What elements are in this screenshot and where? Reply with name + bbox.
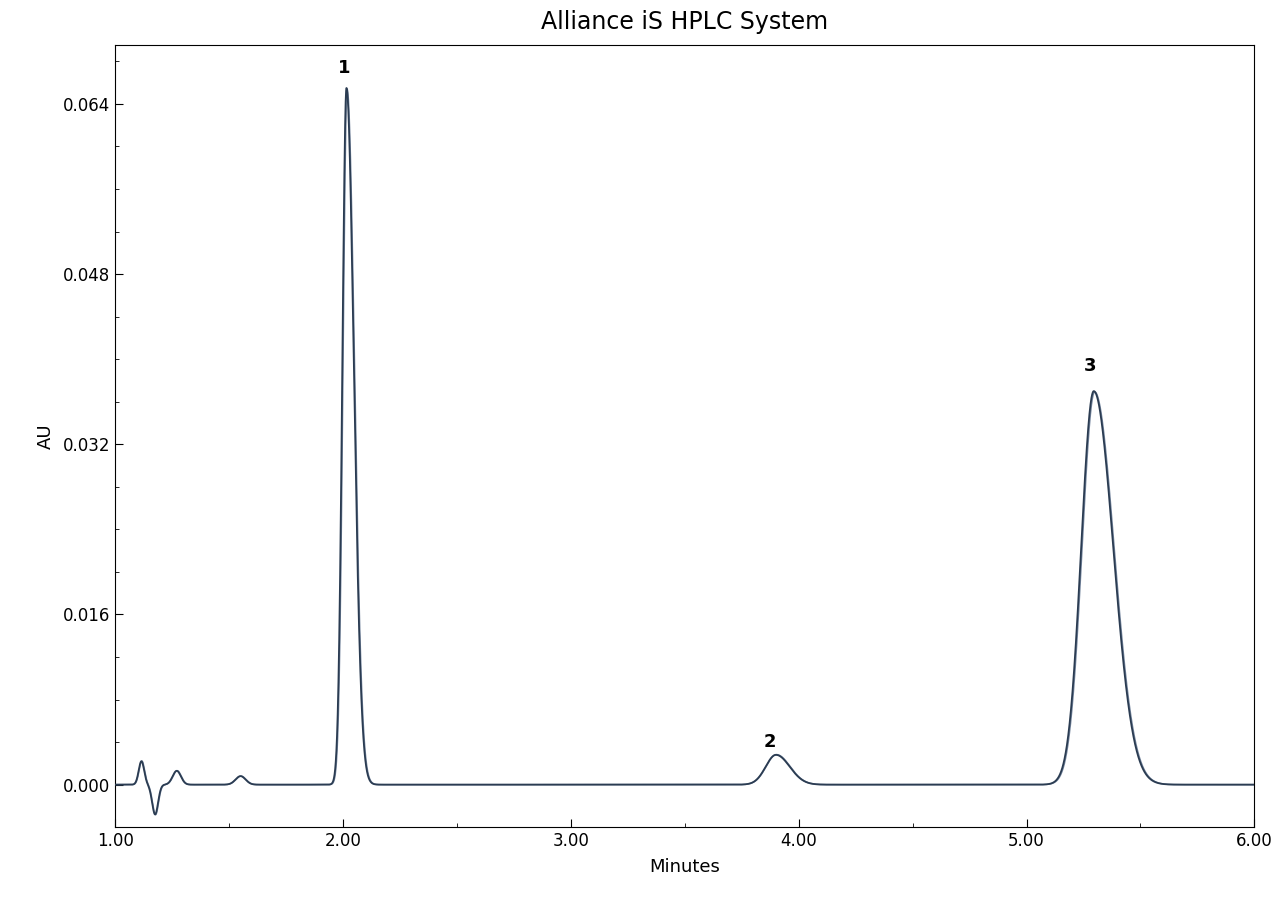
Text: 3: 3: [1083, 357, 1096, 375]
Text: 1: 1: [338, 59, 351, 77]
X-axis label: Minutes: Minutes: [649, 858, 721, 876]
Title: Alliance iS HPLC System: Alliance iS HPLC System: [541, 10, 828, 34]
Y-axis label: AU: AU: [37, 424, 55, 449]
Text: 2: 2: [764, 733, 777, 751]
